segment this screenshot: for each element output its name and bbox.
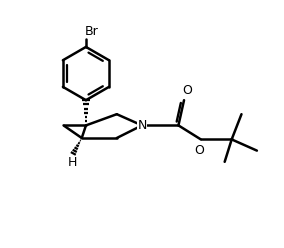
Text: H: H bbox=[67, 156, 77, 169]
Text: N: N bbox=[137, 119, 147, 132]
Text: O: O bbox=[195, 144, 204, 157]
Text: O: O bbox=[182, 84, 192, 97]
Text: Br: Br bbox=[85, 25, 98, 38]
